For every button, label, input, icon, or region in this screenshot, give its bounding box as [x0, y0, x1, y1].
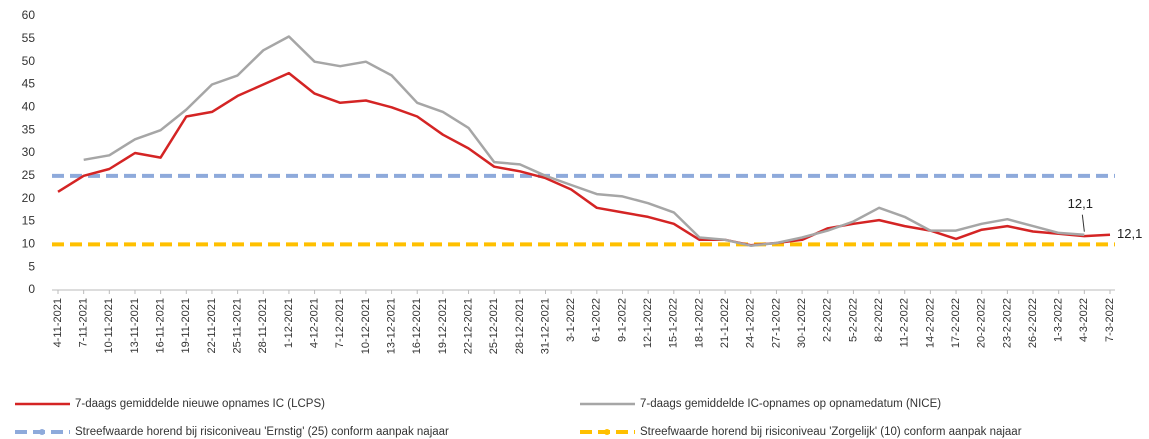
x-tick-label: 9-1-2022	[616, 298, 628, 342]
legend-label: Streefwaarde horend bij risiconiveau 'Er…	[75, 426, 449, 438]
x-tick-label: 1-3-2022	[1053, 298, 1065, 342]
x-tick-label: 16-12-2021	[411, 298, 423, 354]
x-tick-label: 15-1-2022	[668, 298, 680, 348]
y-tick-label: 15	[22, 214, 36, 228]
x-tick-label: 25-11-2021	[232, 298, 244, 353]
x-tick-label: 2-2-2022	[822, 298, 834, 342]
y-tick-label: 10	[22, 237, 36, 251]
y-tick-label: 35	[22, 122, 36, 136]
x-tick-label: 4-12-2021	[308, 298, 320, 348]
legend-marker	[39, 429, 45, 435]
x-tick-label: 17-2-2022	[950, 298, 962, 348]
annotation-arrow	[1081, 214, 1085, 232]
x-tick-label: 7-3-2022	[1104, 298, 1116, 342]
data-label: 12,1	[1117, 226, 1142, 241]
x-tick-label: 25-12-2021	[488, 298, 500, 354]
x-tick-label: 12-1-2022	[642, 298, 654, 348]
x-tick-label: 4-3-2022	[1078, 298, 1090, 342]
y-tick-label: 50	[22, 54, 36, 68]
x-tick-label: 31-12-2021	[539, 298, 551, 354]
x-tick-label: 11-2-2022	[899, 298, 911, 347]
x-tick-label: 30-1-2022	[796, 298, 808, 348]
y-tick-label: 55	[22, 31, 36, 45]
y-tick-label: 30	[22, 145, 36, 159]
legend-label: 7-daags gemiddelde nieuwe opnames IC (LC…	[75, 398, 325, 410]
x-tick-label: 21-1-2022	[719, 298, 731, 348]
y-tick-label: 40	[22, 100, 36, 114]
x-tick-label: 13-12-2021	[385, 298, 397, 354]
x-tick-label: 28-12-2021	[514, 298, 526, 354]
legend-marker	[604, 429, 610, 435]
x-tick-label: 16-11-2021	[155, 298, 167, 353]
x-tick-label: 4-11-2021	[52, 298, 64, 347]
x-tick-label: 10-11-2021	[103, 298, 115, 353]
y-tick-label: 45	[22, 77, 36, 91]
x-tick-label: 20-2-2022	[976, 298, 988, 348]
x-tick-label: 7-11-2021	[78, 298, 90, 347]
x-tick-label: 13-11-2021	[129, 298, 141, 353]
x-tick-label: 8-2-2022	[873, 298, 885, 342]
y-tick-label: 60	[22, 8, 36, 22]
legend-label: Streefwaarde horend bij risiconiveau 'Zo…	[640, 426, 1022, 438]
series-line	[57, 71, 1111, 247]
x-tick-label: 14-2-2022	[924, 298, 936, 348]
legend-label: 7-daags gemiddelde IC-opnames op opnamed…	[640, 398, 941, 410]
y-tick-label: 20	[22, 191, 36, 205]
x-tick-label: 18-1-2022	[693, 298, 705, 348]
x-tick-label: 27-1-2022	[770, 298, 782, 348]
series-line	[83, 35, 1085, 247]
x-tick-label: 28-11-2021	[257, 298, 269, 353]
x-tick-label: 10-12-2021	[360, 298, 372, 354]
x-tick-label: 6-1-2022	[591, 298, 603, 342]
x-tick-label: 19-12-2021	[437, 298, 449, 354]
x-tick-label: 1-12-2021	[283, 298, 295, 348]
y-tick-label: 5	[28, 259, 35, 273]
x-tick-label: 24-1-2022	[745, 298, 757, 348]
x-tick-label: 22-12-2021	[462, 298, 474, 354]
x-tick-label: 7-12-2021	[334, 298, 346, 348]
y-tick-label: 25	[22, 168, 36, 182]
x-tick-label: 26-2-2022	[1027, 298, 1039, 348]
x-tick-label: 23-2-2022	[1001, 298, 1013, 348]
y-tick-label: 0	[28, 282, 35, 296]
x-tick-label: 19-11-2021	[180, 298, 192, 353]
x-tick-label: 3-1-2022	[565, 298, 577, 342]
x-tick-label: 5-2-2022	[847, 298, 859, 342]
data-label: 12,1	[1068, 196, 1093, 211]
x-tick-label: 22-11-2021	[206, 298, 218, 353]
